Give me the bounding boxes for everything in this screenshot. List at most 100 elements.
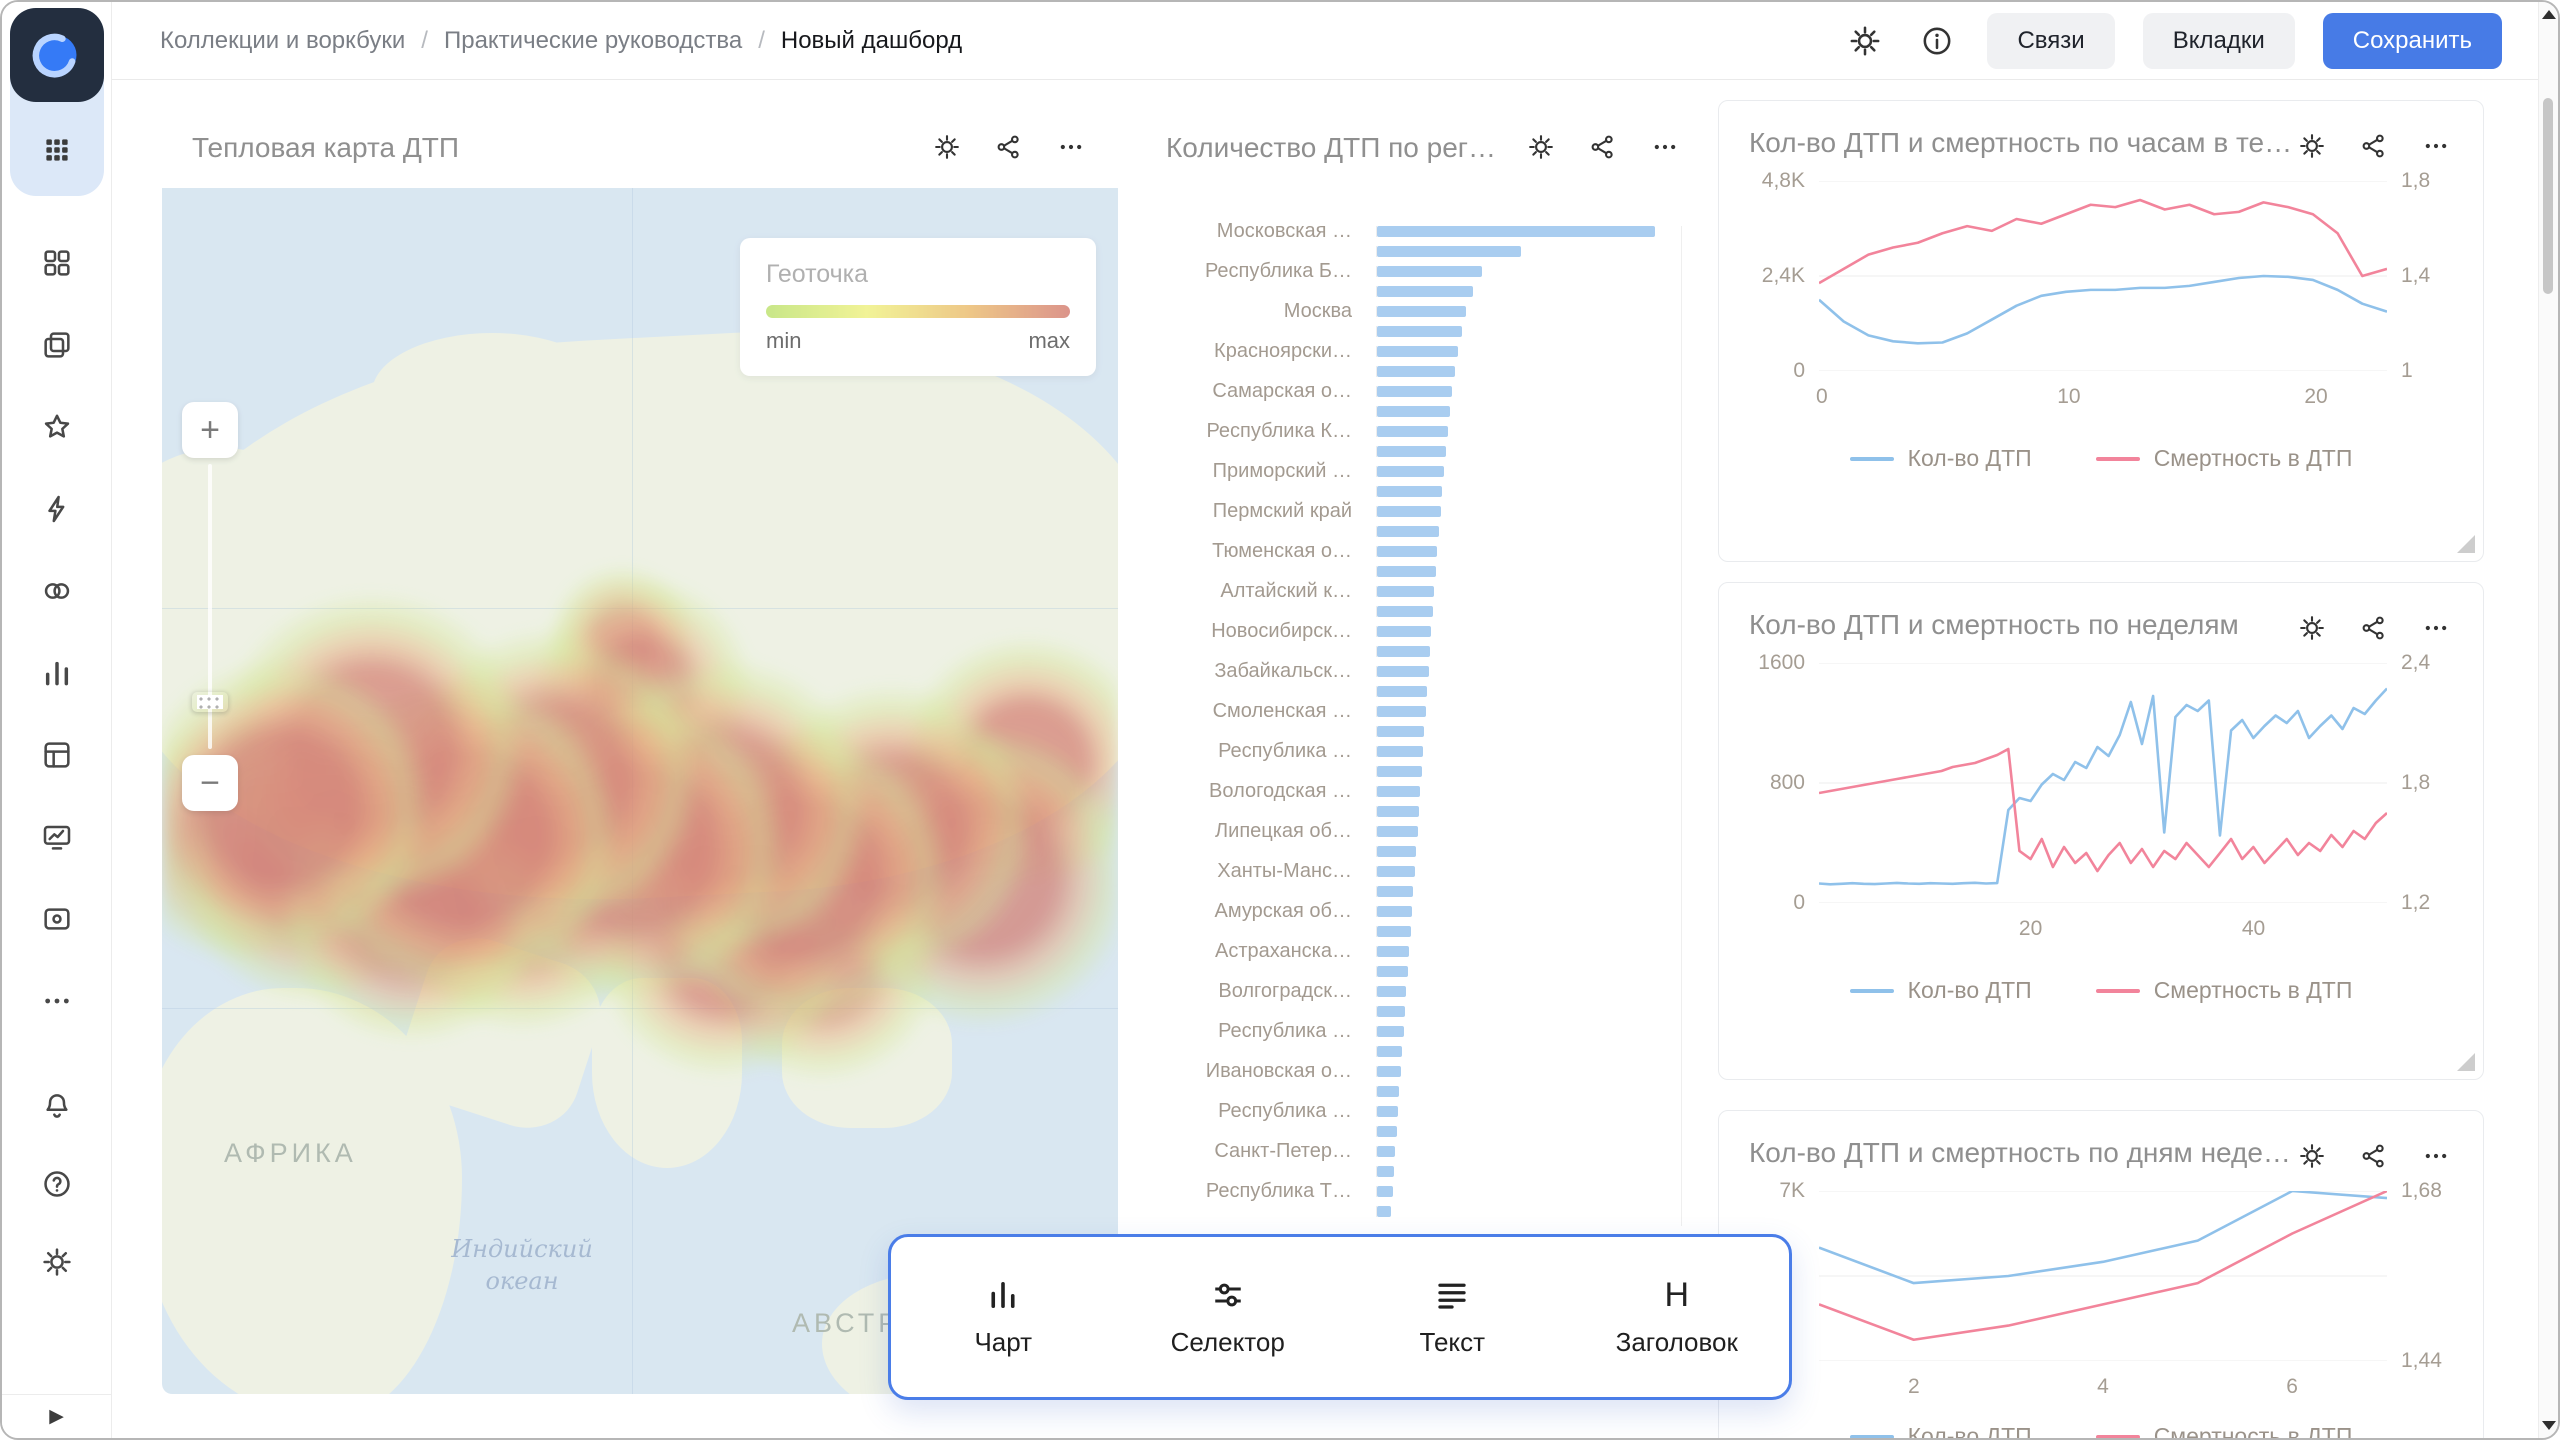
- widget-links-icon[interactable]: [2359, 613, 2389, 643]
- sidebar-favorites-icon[interactable]: [38, 408, 76, 446]
- help-icon[interactable]: [38, 1165, 76, 1203]
- bar[interactable]: [1377, 826, 1418, 837]
- vertical-scrollbar[interactable]: [2538, 2, 2558, 1438]
- add-chart-button[interactable]: Чарт: [891, 1277, 1116, 1358]
- widget-settings-gear-icon[interactable]: [2297, 1141, 2327, 1171]
- info-icon[interactable]: [1915, 19, 1959, 63]
- bar[interactable]: [1377, 606, 1433, 617]
- datalens-logo[interactable]: [10, 8, 104, 102]
- sidebar-expand-button[interactable]: ▶: [2, 1394, 111, 1438]
- bar[interactable]: [1377, 746, 1424, 757]
- apps-grid-icon[interactable]: [10, 120, 104, 180]
- scroll-down-arrow[interactable]: [2541, 1421, 2556, 1430]
- widget-menu-ellipsis-icon[interactable]: [2421, 131, 2451, 161]
- breadcrumb-collections[interactable]: Коллекции и воркбуки: [160, 26, 406, 54]
- sidebar-more-icon[interactable]: [38, 982, 76, 1020]
- legend-item-accidents[interactable]: Кол-во ДТП: [1849, 1423, 2032, 1438]
- bar[interactable]: [1377, 786, 1421, 797]
- sidebar-tables-icon[interactable]: [38, 736, 76, 774]
- bar[interactable]: [1377, 386, 1453, 397]
- bar[interactable]: [1377, 566, 1436, 577]
- notifications-bell-icon[interactable]: [38, 1087, 76, 1125]
- bar[interactable]: [1377, 286, 1473, 297]
- widget-settings-gear-icon[interactable]: [1526, 132, 1556, 162]
- sidebar-workbooks-icon[interactable]: [38, 326, 76, 364]
- bar[interactable]: [1377, 1066, 1401, 1077]
- bar[interactable]: [1377, 1126, 1397, 1137]
- bar[interactable]: [1377, 1186, 1393, 1197]
- widget-links-icon[interactable]: [994, 132, 1024, 162]
- bar[interactable]: [1377, 906, 1412, 917]
- bar[interactable]: [1377, 666, 1429, 677]
- legend-item-mortality[interactable]: Смертность в ДТП: [2095, 977, 2352, 1004]
- legend-item-mortality[interactable]: Смертность в ДТП: [2095, 1423, 2352, 1438]
- bar[interactable]: [1377, 886, 1414, 897]
- heatmap-map[interactable]: АФРИКА Индийский океан АВСТРА Геоточка m…: [162, 188, 1118, 1394]
- bar[interactable]: [1377, 506, 1441, 517]
- zoom-in-button[interactable]: +: [182, 402, 238, 458]
- bar[interactable]: [1377, 986, 1407, 997]
- bar[interactable]: [1377, 806, 1419, 817]
- add-text-button[interactable]: Текст: [1340, 1277, 1565, 1358]
- bar[interactable]: [1377, 426, 1448, 437]
- widget-settings-gear-icon[interactable]: [2297, 131, 2327, 161]
- tabs-button[interactable]: Вкладки: [2142, 12, 2295, 69]
- bar[interactable]: [1377, 586, 1435, 597]
- sidebar-storage-icon[interactable]: [38, 900, 76, 938]
- bar[interactable]: [1377, 1006, 1406, 1017]
- bar[interactable]: [1377, 926, 1411, 937]
- bar[interactable]: [1377, 526, 1439, 537]
- bar[interactable]: [1377, 306, 1466, 317]
- bar[interactable]: [1377, 226, 1655, 237]
- bar[interactable]: [1377, 1086, 1400, 1097]
- sidebar-charts-icon[interactable]: [38, 654, 76, 692]
- legend-item-accidents[interactable]: Кол-во ДТП: [1849, 445, 2032, 472]
- bar[interactable]: [1377, 366, 1456, 377]
- bar[interactable]: [1377, 966, 1408, 977]
- widget-menu-ellipsis-icon[interactable]: [2421, 1141, 2451, 1171]
- sidebar-datasets-icon[interactable]: [38, 572, 76, 610]
- resize-handle[interactable]: [2457, 535, 2475, 553]
- widget-menu-ellipsis-icon[interactable]: [2421, 613, 2451, 643]
- relations-button[interactable]: Связи: [1987, 12, 2115, 69]
- zoom-slider-track[interactable]: [197, 464, 223, 749]
- bar[interactable]: [1377, 1106, 1399, 1117]
- sidebar-connections-icon[interactable]: [38, 490, 76, 528]
- bar[interactable]: [1377, 1146, 1396, 1157]
- bar[interactable]: [1377, 646, 1430, 657]
- bar[interactable]: [1377, 346, 1459, 357]
- widget-links-icon[interactable]: [1588, 132, 1618, 162]
- add-selector-button[interactable]: Селектор: [1116, 1277, 1341, 1358]
- bar[interactable]: [1377, 1206, 1392, 1217]
- add-heading-button[interactable]: H Заголовок: [1565, 1277, 1790, 1358]
- bar[interactable]: [1377, 1026, 1404, 1037]
- bar[interactable]: [1377, 706, 1426, 717]
- bar[interactable]: [1377, 866, 1415, 877]
- widget-links-icon[interactable]: [2359, 1141, 2389, 1171]
- zoom-slider-handle[interactable]: [191, 691, 229, 713]
- bar[interactable]: [1377, 1166, 1394, 1177]
- sidebar-collections-icon[interactable]: [38, 244, 76, 282]
- widget-settings-gear-icon[interactable]: [2297, 613, 2327, 643]
- widget-menu-ellipsis-icon[interactable]: [1056, 132, 1086, 162]
- resize-handle[interactable]: [2457, 1053, 2475, 1071]
- widget-settings-gear-icon[interactable]: [932, 132, 962, 162]
- settings-gear-icon[interactable]: [38, 1243, 76, 1281]
- scroll-up-arrow[interactable]: [2541, 10, 2556, 19]
- legend-item-mortality[interactable]: Смертность в ДТП: [2095, 445, 2352, 472]
- dashboard-settings-gear-icon[interactable]: [1843, 19, 1887, 63]
- bar[interactable]: [1377, 266, 1483, 277]
- bar[interactable]: [1377, 726, 1425, 737]
- sidebar-monitoring-icon[interactable]: [38, 818, 76, 856]
- widget-links-icon[interactable]: [2359, 131, 2389, 161]
- bar[interactable]: [1377, 1046, 1403, 1057]
- zoom-out-button[interactable]: −: [182, 755, 238, 811]
- widget-menu-ellipsis-icon[interactable]: [1650, 132, 1680, 162]
- bar[interactable]: [1377, 406, 1450, 417]
- bar[interactable]: [1377, 246, 1522, 257]
- bar[interactable]: [1377, 686, 1428, 697]
- bar[interactable]: [1377, 466, 1444, 477]
- scroll-thumb[interactable]: [2543, 98, 2553, 294]
- save-button[interactable]: Сохранить: [2322, 12, 2502, 69]
- breadcrumb-guides[interactable]: Практические руководства: [443, 26, 743, 54]
